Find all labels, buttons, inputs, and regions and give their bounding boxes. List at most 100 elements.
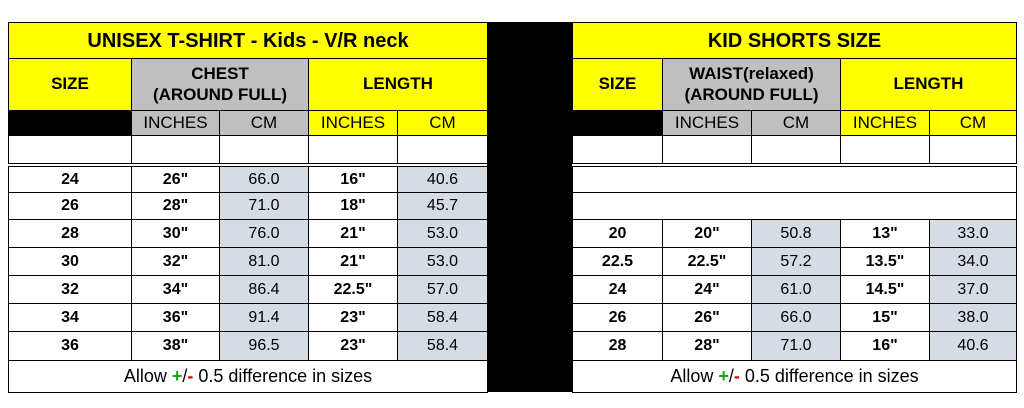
- header-line: WAIST(relaxed): [689, 64, 814, 84]
- value-cell: 96.5: [219, 331, 309, 361]
- unit-header: CM: [929, 110, 1017, 136]
- value-cell: 30": [131, 219, 220, 248]
- value-cell: 22.5: [572, 247, 663, 276]
- note-suffix: 0.5 difference in sizes: [198, 365, 373, 386]
- value-cell: 32: [8, 275, 132, 304]
- value-cell: 23": [308, 331, 398, 361]
- value-cell: 20": [662, 219, 752, 248]
- value-cell: 32": [131, 247, 220, 276]
- value-cell: 26: [572, 303, 663, 332]
- unit-header: INCHES: [840, 110, 930, 136]
- value-cell: 37.0: [929, 275, 1017, 304]
- value-cell: 24: [572, 275, 663, 304]
- separator: [487, 22, 572, 392]
- value-cell: 58.4: [397, 303, 488, 332]
- note-plus: +: [171, 365, 183, 386]
- note-suffix: 0.5 difference in sizes: [744, 365, 919, 386]
- value-cell: 71.0: [751, 331, 841, 361]
- empty-cell: [397, 135, 488, 164]
- value-cell: 36: [8, 331, 132, 361]
- value-cell: 15": [840, 303, 930, 332]
- empty-cell: [219, 135, 309, 164]
- empty-cell: [308, 135, 398, 164]
- header-line: (AROUND FULL): [152, 84, 288, 104]
- note-plus: +: [718, 365, 729, 386]
- unit-header: INCHES: [662, 110, 752, 136]
- value-cell: 45.7: [397, 192, 488, 220]
- value-cell: 22.5": [662, 247, 752, 276]
- value-cell: 34": [131, 275, 220, 304]
- value-cell: 28: [8, 219, 132, 248]
- value-cell: 53.0: [397, 247, 488, 276]
- value-cell: 57.2: [751, 247, 841, 276]
- value-cell: 86.4: [219, 275, 309, 304]
- length-header: LENGTH: [308, 58, 488, 111]
- value-cell: 38": [131, 331, 220, 361]
- value-cell: 34: [8, 303, 132, 332]
- empty-cell: [840, 135, 930, 164]
- note-slash: /: [728, 365, 734, 386]
- value-cell: 38.0: [929, 303, 1017, 332]
- size-subheader-blank: [8, 110, 132, 136]
- empty-cell: [751, 135, 841, 164]
- value-cell: 50.8: [751, 219, 841, 248]
- value-cell: 26": [131, 166, 220, 193]
- empty-row: [572, 166, 1017, 193]
- note-prefix: Allow: [670, 365, 714, 386]
- value-cell: 28": [662, 331, 752, 361]
- unit-header: INCHES: [131, 110, 220, 136]
- value-cell: 36": [131, 303, 220, 332]
- value-cell: 24: [8, 166, 132, 193]
- value-cell: 28": [131, 192, 220, 220]
- size-header: SIZE: [572, 58, 663, 111]
- value-cell: 33.0: [929, 219, 1017, 248]
- measure-header: CHEST (AROUND FULL): [131, 58, 309, 111]
- value-cell: 21": [308, 219, 398, 248]
- measure-header: WAIST(relaxed) (AROUND FULL): [662, 58, 841, 111]
- size-header: SIZE: [8, 58, 132, 111]
- unit-header: CM: [397, 110, 488, 136]
- table-title: KID SHORTS SIZE: [572, 22, 1017, 59]
- value-cell: 21": [308, 247, 398, 276]
- unit-header: CM: [751, 110, 841, 136]
- value-cell: 22.5": [308, 275, 398, 304]
- value-cell: 16": [840, 331, 930, 361]
- value-cell: 66.0: [219, 166, 309, 193]
- table-title: UNISEX T-SHIRT - Kids - V/R neck: [8, 22, 488, 59]
- value-cell: 53.0: [397, 219, 488, 248]
- note-minus: -: [187, 365, 194, 386]
- value-cell: 57.0: [397, 275, 488, 304]
- value-cell: 91.4: [219, 303, 309, 332]
- size-subheader-blank: [572, 110, 663, 136]
- empty-cell: [572, 135, 663, 164]
- value-cell: 66.0: [751, 303, 841, 332]
- value-cell: 81.0: [219, 247, 309, 276]
- header-line: (AROUND FULL): [684, 84, 819, 104]
- value-cell: 14.5": [840, 275, 930, 304]
- value-cell: 13": [840, 219, 930, 248]
- note-prefix: Allow: [123, 365, 167, 386]
- value-cell: 26: [8, 192, 132, 220]
- empty-cell: [8, 135, 132, 164]
- value-cell: 26": [662, 303, 752, 332]
- value-cell: 18": [308, 192, 398, 220]
- value-cell: 71.0: [219, 192, 309, 220]
- value-cell: 61.0: [751, 275, 841, 304]
- note-minus: -: [733, 365, 740, 386]
- footer-note: Allow + / -0.5 difference in sizes: [8, 360, 488, 393]
- empty-cell: [131, 135, 220, 164]
- length-header: LENGTH: [840, 58, 1017, 111]
- value-cell: 16": [308, 166, 398, 193]
- empty-cell: [929, 135, 1017, 164]
- value-cell: 24": [662, 275, 752, 304]
- empty-row: [572, 192, 1017, 220]
- unit-header: INCHES: [308, 110, 398, 136]
- value-cell: 40.6: [929, 331, 1017, 361]
- value-cell: 76.0: [219, 219, 309, 248]
- value-cell: 28: [572, 331, 663, 361]
- value-cell: 40.6: [397, 166, 488, 193]
- note-slash: /: [182, 365, 188, 386]
- value-cell: 23": [308, 303, 398, 332]
- value-cell: 20: [572, 219, 663, 248]
